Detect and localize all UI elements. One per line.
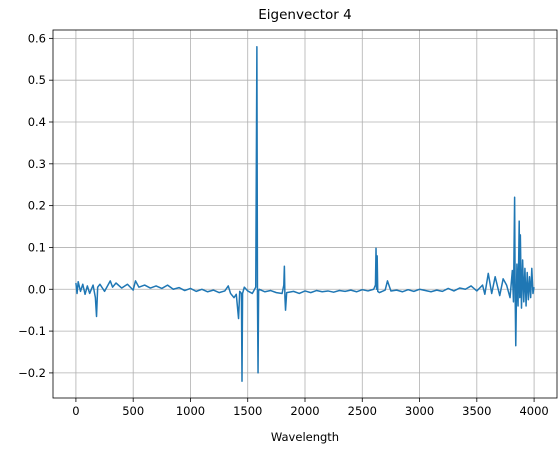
y-tick-label: 0.3 <box>28 157 46 171</box>
x-tick-label: 3000 <box>405 404 434 418</box>
x-tick-label: 500 <box>122 404 144 418</box>
y-tick-label: −0.1 <box>18 324 46 338</box>
x-tick-label: 2000 <box>290 404 319 418</box>
x-tick-label: 4000 <box>519 404 548 418</box>
y-tick-label: 0.1 <box>28 240 46 254</box>
y-tick-label: 0.2 <box>28 199 46 213</box>
x-tick-label: 0 <box>72 404 79 418</box>
x-axis-label: Wavelength <box>271 430 339 444</box>
y-tick-label: 0.4 <box>28 115 46 129</box>
chart-title: Eigenvector 4 <box>258 7 351 23</box>
plot-frame <box>52 29 558 399</box>
y-tick-label: 0.0 <box>28 282 46 296</box>
x-tick-label: 3500 <box>462 404 491 418</box>
x-tick-label: 1000 <box>176 404 205 418</box>
y-tick-label: 0.5 <box>28 73 46 87</box>
y-tick-label: 0.6 <box>28 31 46 45</box>
x-tick-label: 2500 <box>348 404 377 418</box>
x-tick-label: 1500 <box>233 404 262 418</box>
data-line <box>75 45 535 383</box>
y-tick-label: −0.2 <box>18 366 46 380</box>
